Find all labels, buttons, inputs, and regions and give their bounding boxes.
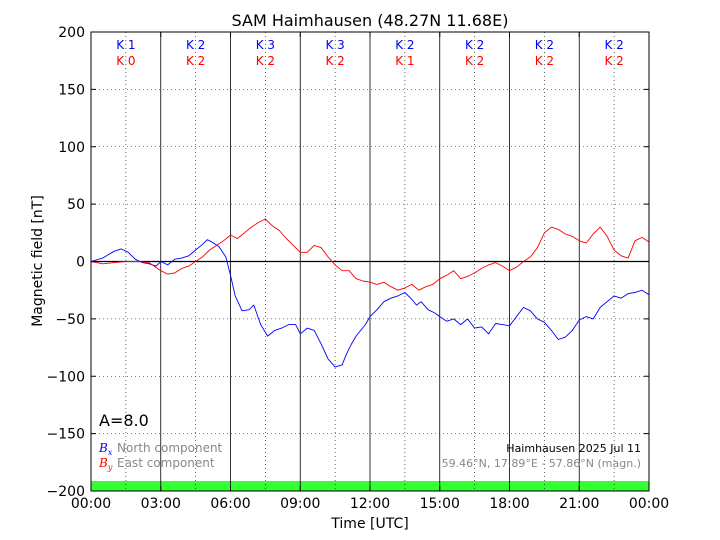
legend-north: Bx North component xyxy=(98,441,223,457)
legend-east-subscript: y xyxy=(107,463,113,472)
x-tick-label: 18:00 xyxy=(489,496,529,512)
magnetic-coordinates: 59.46°N, 17.89°E - 57.86°N (magn.) xyxy=(442,457,641,470)
y-axis-label: Magnetic field [nT] xyxy=(30,195,46,327)
grid-lines xyxy=(91,32,649,491)
y-tick-label: 0 xyxy=(76,255,85,271)
k-index-north: K 1 xyxy=(116,38,135,52)
legend-east: By East component xyxy=(98,456,215,472)
station-info: Haimhausen 2025 Jul 11 xyxy=(506,442,641,455)
k-index-labels: K 1 K 0 K 2 K 2 K 3 K 2 K 3 K 2 K 2 K 1 K 2 K 2 K 2 K… xyxy=(116,38,624,68)
svg-text:By: By xyxy=(98,456,113,472)
k-index-north: K 3 xyxy=(256,38,275,52)
x-tick-label: 03:00 xyxy=(141,496,181,512)
y-tick-label: −100 xyxy=(47,369,85,385)
y-tick-label: 100 xyxy=(58,140,85,156)
svg-text:Bx: Bx xyxy=(98,441,113,457)
k-index-north: K 2 xyxy=(604,38,623,52)
x-axis-label: Time [UTC] xyxy=(330,516,408,532)
k-index-east: K 2 xyxy=(256,54,275,68)
series-line-east xyxy=(90,218,650,291)
x-tick-label: 00:00 xyxy=(71,496,111,512)
x-tick-label: 06:00 xyxy=(210,496,250,512)
legend-north-subscript: x xyxy=(108,448,113,457)
x-tick-label: 15:00 xyxy=(420,496,460,512)
k-index-north: K 2 xyxy=(465,38,484,52)
series-line-north xyxy=(90,239,650,368)
x-tick-label: 21:00 xyxy=(559,496,599,512)
legend-east-label: East component xyxy=(117,456,215,470)
k-index-east: K 2 xyxy=(325,54,344,68)
k-index-east: K 2 xyxy=(186,54,205,68)
legend-north-symbol: B xyxy=(98,441,108,455)
chart-title: SAM Haimhausen (48.27N 11.68E) xyxy=(232,11,509,30)
plot-area: K 1 K 0 K 2 K 2 K 3 K 2 K 3 K 2 K 2 K 1 K 2 K 2 K 2 K… xyxy=(90,31,650,492)
k-index-north: K 3 xyxy=(325,38,344,52)
x-tick-label: 12:00 xyxy=(350,496,390,512)
x-tick-label: 00:00 xyxy=(629,496,669,512)
legend-north-label: North component xyxy=(117,441,223,455)
k-index-east: K 2 xyxy=(604,54,623,68)
k-index-east: K 2 xyxy=(465,54,484,68)
y-axis: 200 150 100 50 0 −50 −100 −150 −200 xyxy=(47,25,649,500)
legend: Bx North component By East component xyxy=(98,441,223,472)
k-index-north: K 2 xyxy=(395,38,414,52)
k-index-east: K 1 xyxy=(395,54,414,68)
y-tick-label: −200 xyxy=(47,484,85,500)
legend-east-symbol: B xyxy=(98,456,108,470)
y-tick-label: 50 xyxy=(67,197,85,213)
k-index-north: K 2 xyxy=(535,38,554,52)
x-tick-label: 09:00 xyxy=(280,496,320,512)
y-tick-label: 150 xyxy=(58,82,85,98)
y-tick-label: −50 xyxy=(55,312,85,328)
k-index-east: K 2 xyxy=(535,54,554,68)
a-index: A=8.0 xyxy=(99,411,149,430)
y-tick-label: 200 xyxy=(58,25,85,41)
k-index-east: K 0 xyxy=(116,54,135,68)
data-series xyxy=(90,218,650,368)
k-index-north: K 2 xyxy=(186,38,205,52)
y-tick-label: −150 xyxy=(47,427,85,443)
x-axis: 00:00 03:00 06:00 09:00 12:00 15:00 18:00 21:00… xyxy=(71,32,669,512)
